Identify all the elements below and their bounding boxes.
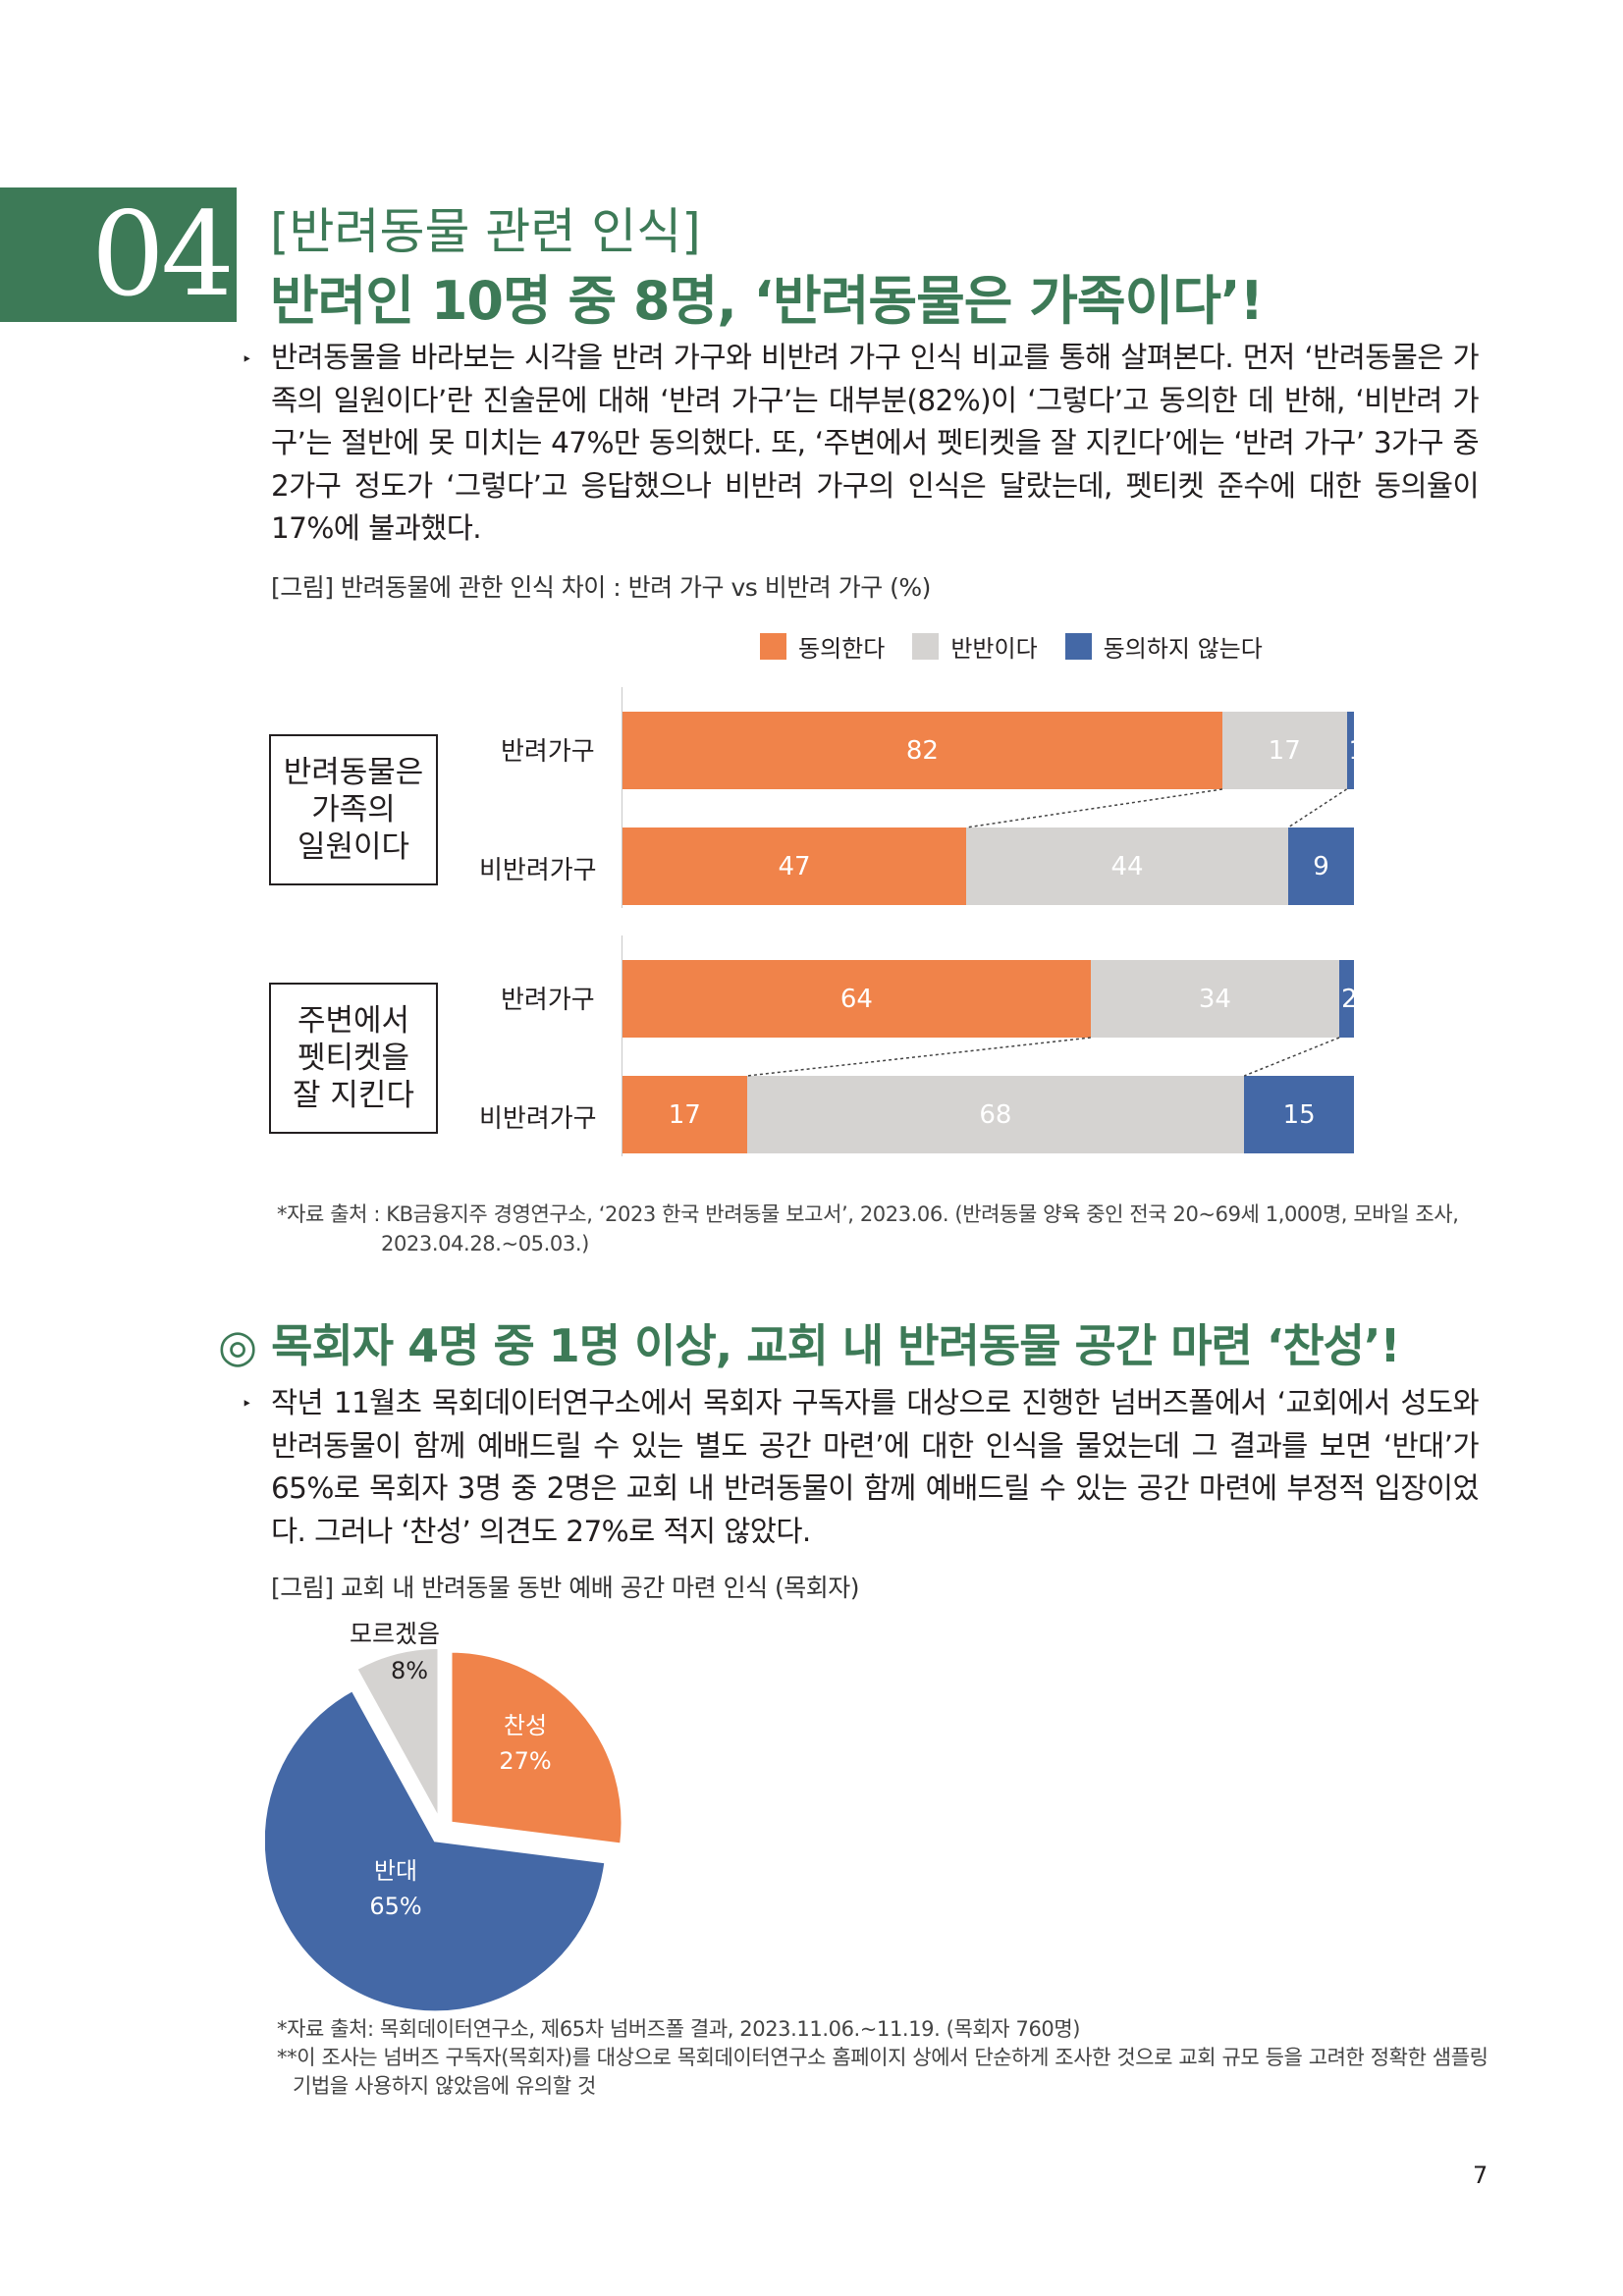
section2-title: ◎ 목회자 4명 중 1명 이상, 교회 내 반려동물 공간 마련 ‘찬성’! — [218, 1319, 1400, 1372]
legend-item-agree: 동의한다 — [760, 629, 885, 664]
figure2-caption: [그림] 교회 내 반려동물 동반 예배 공간 마련 인식 (목회자) — [271, 1574, 860, 1602]
row-label-non-pet-household: 비반려가구 — [479, 1104, 597, 1134]
group-label-line: 펫티켓을 — [297, 1041, 410, 1076]
group-label-line: 가족의 — [311, 792, 396, 828]
bar-value-label: 9 — [1313, 851, 1329, 881]
legend-swatch-agree — [760, 632, 786, 660]
row-label-pet-household: 반려가구 — [501, 986, 595, 1015]
bar-segment-neutral: 34 — [1090, 960, 1340, 1038]
pie-label-unsure: 모르겠음 — [350, 1620, 441, 1648]
section-number: 04 — [0, 187, 237, 322]
bar-petiquette-non-pet: 17 68 15 — [622, 1076, 1354, 1153]
pie-label-agree-group: 찬성 27% — [491, 1708, 560, 1779]
group-label-line: 잘 지킨다 — [293, 1078, 414, 1113]
bullet-icon: ‣ — [242, 1394, 252, 1415]
pie-label-agree: 찬성 — [503, 1712, 548, 1739]
bar-value-label: 15 — [1282, 1099, 1316, 1130]
pie-slice-oppose — [265, 1687, 608, 2012]
legend-item-neutral: 반반이다 — [912, 629, 1038, 664]
figure2-source: *자료 출처: 목회데이터연구소, 제65차 넘버즈폴 결과, 2023.11.… — [277, 2017, 1081, 2041]
legend-label-agree: 동의한다 — [798, 634, 886, 663]
legend-swatch-disagree — [1064, 632, 1092, 660]
bullet-icon: ‣ — [242, 349, 252, 370]
figure1-caption: [그림] 반려동물에 관한 인식 차이 : 반려 가구 vs 비반려 가구 (%… — [271, 573, 931, 602]
pie-label-oppose-group: 반대 65% — [361, 1853, 430, 1924]
bar-value-label: 64 — [839, 984, 873, 1014]
group-label-line: 주변에서 — [297, 1003, 410, 1039]
group-label-line: 일원이다 — [297, 829, 410, 865]
group-label-family: 반려동물은 가족의 일원이다 — [269, 734, 438, 885]
figure1-source-cont: 2023.04.28.~05.03.) — [381, 1232, 589, 1255]
pie-chart — [265, 1645, 624, 2012]
connector-lines — [746, 788, 1347, 1077]
bar-value-label: 34 — [1198, 984, 1231, 1014]
legend-swatch-neutral — [912, 632, 940, 660]
connector-line — [966, 788, 1223, 828]
figure1-source: *자료 출처 : KB금융지주 경영연구소, ‘2023 한국 반려동물 보고서… — [277, 1202, 1459, 1226]
bar-segment-agree: 47 — [622, 828, 967, 905]
bar-segment-neutral: 44 — [966, 828, 1288, 905]
bar-value-label: 17 — [1268, 735, 1301, 766]
section2-paragraph: 작년 11월초 목회데이터연구소에서 목회자 구독자를 대상으로 진행한 넘버즈… — [271, 1386, 1480, 1548]
row-label-non-pet-household: 비반려가구 — [479, 856, 597, 885]
connector-line — [746, 1037, 1091, 1077]
group-label-petiquette: 주변에서 펫티켓을 잘 지킨다 — [269, 983, 438, 1134]
chart-legend: 동의한다 반반이다 동의하지 않는다 — [760, 629, 1263, 664]
bar-segment-agree: 82 — [622, 712, 1222, 789]
page-number: 7 — [1473, 2162, 1488, 2189]
bar-family-non-pet: 47 44 9 — [622, 828, 1354, 905]
bar-value-label: 17 — [668, 1099, 701, 1130]
bar-segment-disagree: 9 — [1287, 828, 1354, 905]
group-label-line: 반려동물은 — [283, 755, 424, 790]
section-subtitle: [반려동물 관련 인식] — [270, 203, 701, 260]
bar-value-label: 2 — [1341, 984, 1358, 1014]
bar-value-label: 44 — [1110, 851, 1144, 881]
bar-segment-agree: 17 — [622, 1076, 747, 1153]
bar-segment-neutral: 68 — [746, 1076, 1245, 1153]
bar-segment-disagree: 15 — [1244, 1076, 1354, 1153]
pie-value-oppose: 65% — [369, 1893, 422, 1920]
connector-line — [1243, 1037, 1340, 1077]
pie-slice-agree — [449, 1649, 624, 1846]
bar-value-label: 68 — [979, 1099, 1012, 1130]
bar-segment-neutral: 17 — [1221, 712, 1347, 789]
legend-label-disagree: 동의하지 않는다 — [1103, 634, 1263, 663]
legend-label-neutral: 반반이다 — [950, 634, 1038, 663]
figure2-note: **이 조사는 넘버즈 구독자(목회자)를 대상으로 목회데이터연구소 홈페이지… — [277, 2046, 1488, 2069]
legend-item-disagree: 동의하지 않는다 — [1064, 629, 1263, 664]
bar-value-label: 82 — [905, 735, 939, 766]
pie-value-agree: 27% — [499, 1747, 552, 1775]
pie-value-unsure: 8% — [391, 1657, 429, 1684]
pie-slice-unsure — [353, 1645, 441, 1821]
bar-segment-disagree: 2 — [1339, 960, 1358, 1038]
row-label-pet-household: 반려가구 — [501, 737, 595, 767]
bar-value-label: 47 — [778, 851, 811, 881]
pie-label-oppose: 반대 — [373, 1857, 418, 1885]
bar-family-pet: 82 17 1 — [622, 712, 1365, 789]
intro-paragraph: 반려동물을 바라보는 시각을 반려 가구와 비반려 가구 인식 비교를 통해 살… — [271, 341, 1480, 545]
bar-petiquette-pet: 64 34 2 — [622, 960, 1358, 1038]
connector-line — [1287, 788, 1347, 828]
figure2-note-cont: 기법을 사용하지 않았음에 유의할 것 — [293, 2074, 596, 2098]
section-title: 반려인 10명 중 8명, ‘반려동물은 가족이다’! — [270, 270, 1264, 332]
bar-segment-agree: 64 — [622, 960, 1091, 1038]
